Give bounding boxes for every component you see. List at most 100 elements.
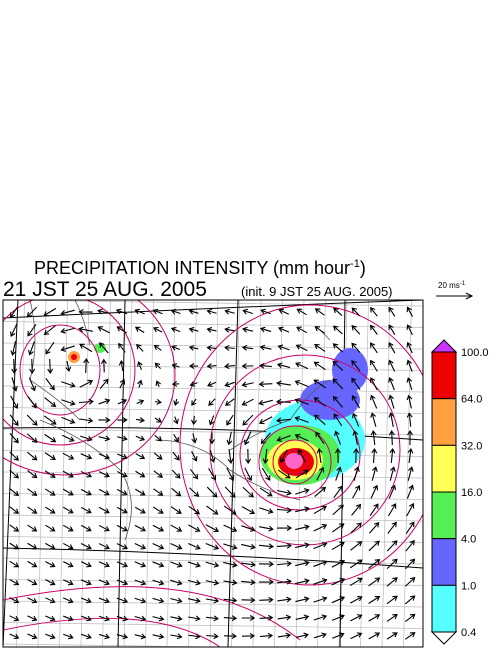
- wind-arrow: [223, 597, 238, 604]
- wind-arrow: [223, 543, 238, 550]
- wind-arrow: [116, 633, 129, 640]
- wind-arrow: [224, 308, 235, 315]
- wind-arrow: [241, 632, 256, 639]
- wind-arrow: [44, 488, 56, 496]
- wind-arrow: [45, 378, 55, 391]
- wind-arrow: [314, 308, 325, 316]
- wind-arrow: [190, 469, 199, 480]
- wind-arrow: [388, 359, 396, 372]
- wind-arrow: [295, 560, 310, 567]
- wind-arrow: [259, 344, 272, 351]
- wind-arrow: [153, 344, 162, 351]
- wind-arrow: [332, 395, 343, 408]
- wind-arrow: [406, 306, 413, 317]
- wind-arrow: [245, 448, 252, 465]
- wind-arrow: [295, 524, 310, 531]
- wind-arrow: [353, 466, 360, 481]
- wind-arrow: [119, 378, 126, 389]
- wind-arrow: [171, 487, 182, 497]
- wind-arrow: [45, 524, 56, 532]
- wind-arrow: [370, 484, 379, 499]
- wind-arrow: [80, 435, 93, 442]
- wind-arrow: [405, 577, 416, 587]
- wind-arrow: [295, 344, 308, 352]
- wind-arrow: [209, 450, 216, 463]
- title-exponent: -1: [350, 258, 360, 270]
- wind-arrow: [224, 633, 237, 640]
- wind-arrow: [134, 561, 147, 568]
- wind-arrow: [276, 380, 291, 387]
- wind-arrow: [189, 487, 200, 497]
- wind-arrow: [313, 397, 326, 407]
- wind-arrow: [153, 470, 163, 478]
- wind-arrow: [277, 326, 290, 333]
- wind-arrow: [9, 433, 19, 444]
- wind-arrow: [9, 524, 20, 532]
- wind-arrow: [406, 377, 413, 391]
- wind-arrow: [275, 398, 292, 405]
- grid-line: [188, 300, 197, 647]
- wind-arrow: [135, 417, 146, 423]
- wind-arrow: [295, 488, 310, 495]
- wind-arrow: [134, 615, 147, 622]
- wind-arrow: [116, 615, 129, 622]
- wind-arrow: [314, 414, 326, 426]
- wind-arrow: [116, 597, 129, 604]
- wind-arrow: [295, 469, 309, 479]
- grid-line: [59, 300, 68, 647]
- map-frame: [2, 299, 424, 648]
- wind-arrow: [11, 377, 18, 392]
- wind-arrow: [191, 450, 198, 462]
- wind-arrow: [296, 326, 308, 334]
- wind-arrow: [205, 543, 220, 550]
- colorbar-label: 64.0: [461, 394, 482, 406]
- wind-arrow: [65, 360, 72, 372]
- wind-arrow: [316, 466, 325, 481]
- wind-arrow: [224, 344, 235, 351]
- wind-arrow: [152, 633, 165, 640]
- wind-arrow: [134, 524, 146, 532]
- wind-arrow: [277, 596, 292, 603]
- wind-arrow: [153, 452, 163, 460]
- wind-arrow: [62, 524, 74, 532]
- wind-arrow: [370, 342, 378, 354]
- wind-arrow: [262, 448, 269, 464]
- wind-arrow: [10, 323, 18, 338]
- wind-arrow: [99, 342, 109, 354]
- wind-arrow: [295, 506, 310, 513]
- wind-arrow: [28, 341, 35, 356]
- wind-arrow: [45, 542, 56, 550]
- wind-arrow: [170, 597, 183, 604]
- wind-arrow: [9, 579, 20, 586]
- wind-arrow: [61, 399, 76, 406]
- precip-area: [285, 453, 303, 469]
- colorbar-segment: [431, 491, 457, 540]
- wind-arrow: [297, 449, 307, 463]
- wind-arrow: [43, 415, 57, 425]
- wind-arrow: [79, 379, 94, 388]
- wind-arrow: [334, 430, 341, 445]
- precip-area: [71, 354, 77, 360]
- wind-arrow: [45, 597, 56, 604]
- wind-arrow: [241, 597, 256, 604]
- wind-arrow: [369, 503, 379, 517]
- reference-text: 20 ms: [438, 281, 460, 290]
- wind-arrow: [63, 615, 74, 622]
- wind-arrow: [315, 431, 325, 445]
- wind-arrow: [115, 308, 128, 315]
- wind-arrow: [241, 615, 256, 621]
- wind-arrow: [116, 488, 128, 496]
- map: [3, 300, 423, 647]
- wind-arrow: [9, 597, 20, 604]
- wind-arrow: [333, 485, 343, 498]
- meridians: [3, 300, 423, 647]
- wind-arrow: [62, 506, 74, 514]
- wind-arrow: [242, 326, 254, 333]
- wind-arrow: [118, 360, 125, 372]
- grid-line: [3, 643, 238, 647]
- wind-arrow: [242, 414, 254, 426]
- wind-arrow: [244, 467, 253, 482]
- wind-arrow: [152, 561, 165, 568]
- wind-arrow: [368, 632, 381, 640]
- wind-arrow: [406, 412, 413, 427]
